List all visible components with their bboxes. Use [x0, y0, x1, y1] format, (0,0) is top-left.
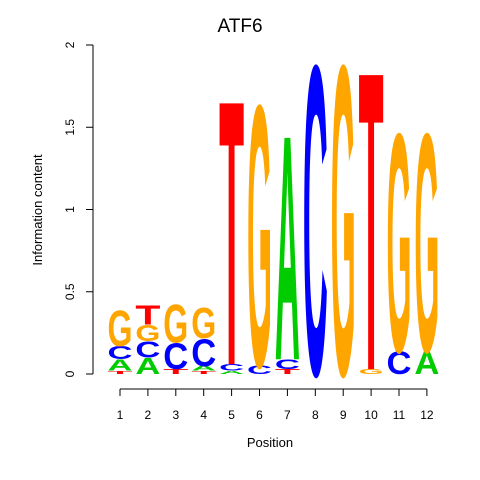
x-tick-label: 8: [312, 408, 319, 422]
logo-letter-t: T: [275, 368, 300, 376]
logo-letter-t: T: [108, 370, 133, 375]
logo-letter-t: T: [163, 368, 188, 376]
logo-letter-c: C: [275, 357, 300, 372]
logo-letter-g: G: [247, 28, 272, 446]
logo-letter-g: G: [331, 0, 356, 469]
logo-letter-t: T: [359, 0, 384, 460]
logo-letter-g: G: [108, 300, 133, 357]
logo-letter-a: A: [135, 353, 160, 379]
logo-letter-c: C: [387, 345, 412, 381]
x-ticks: 1 2 3 4 5 6 7 8 9 10 11 12: [117, 389, 434, 422]
letter-stack: GT: [359, 0, 384, 460]
x-tick-label: 11: [393, 408, 406, 422]
logo-letter-a: A: [275, 69, 300, 428]
logo-letter-c: C: [247, 364, 272, 377]
logo-letter-c: C: [163, 336, 188, 377]
logo-letter-g: G: [135, 321, 160, 347]
chart-title: ATF6: [217, 16, 262, 37]
logo-letter-t: T: [191, 370, 216, 375]
logo-letter-c: C: [219, 363, 244, 373]
letter-stack: G: [331, 0, 356, 469]
logo-letter-g: G: [387, 69, 412, 418]
x-axis-label: Position: [247, 435, 293, 450]
logo-letter-c: C: [303, 0, 328, 469]
y-tick-label: 1: [63, 206, 77, 213]
letter-stack: C: [303, 0, 328, 469]
y-tick-label: 2: [63, 41, 77, 48]
y-ticks: 0 0.5 1 1.5 2: [63, 41, 93, 377]
x-tick-label: 1: [117, 408, 124, 422]
logo-letter-c: C: [135, 337, 160, 363]
y-axis: 0 0.5 1 1.5 2: [63, 41, 94, 377]
letter-stack: AG: [414, 69, 439, 418]
x-tick-label: 5: [228, 408, 235, 422]
x-tick-label: 7: [284, 408, 291, 422]
letter-stack: CG: [247, 28, 272, 446]
logo-letter-c: C: [191, 331, 216, 375]
logo-letter-t: T: [135, 300, 160, 331]
letter-stack: TCG: [163, 294, 188, 377]
logo-letter-g: G: [414, 69, 439, 418]
x-tick-label: 4: [200, 408, 207, 422]
letter-stack: CG: [387, 69, 412, 418]
logo-letter-a: A: [219, 370, 244, 375]
logo-letter-c: C: [108, 343, 133, 363]
y-tick-label: 1.5: [63, 119, 77, 136]
logo-letter-t: T: [219, 21, 244, 445]
logo-letter-g: G: [191, 299, 216, 348]
letter-stack: TCA: [275, 69, 300, 428]
y-tick-label: 0.5: [63, 283, 77, 300]
letter-stack: ACT: [219, 21, 244, 445]
logo-letter-a: A: [191, 365, 216, 373]
x-tick-label: 12: [420, 408, 434, 422]
logo-letter-g: G: [359, 368, 384, 376]
x-tick-label: 6: [256, 408, 263, 422]
x-axis: 1 2 3 4 5 6 7 8 9 10 11 12: [117, 388, 434, 422]
x-tick-label: 3: [172, 408, 179, 422]
logo-letter-a: A: [414, 345, 439, 381]
x-tick-label: 9: [340, 408, 347, 422]
logo-letter-g: G: [163, 294, 188, 355]
y-tick-label: 0: [63, 370, 77, 377]
x-tick-label: 10: [364, 408, 378, 422]
x-tick-label: 2: [145, 408, 152, 422]
logo-letter-a: A: [108, 356, 133, 374]
y-axis-label: Information content: [30, 154, 45, 266]
